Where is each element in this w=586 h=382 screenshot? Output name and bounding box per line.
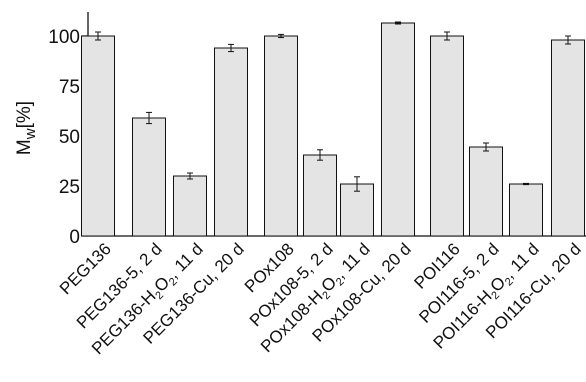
error-bar — [483, 142, 489, 152]
error-bars — [95, 21, 571, 192]
error-bar — [146, 111, 152, 125]
bar — [173, 175, 207, 237]
bar — [132, 117, 166, 237]
bar — [81, 35, 115, 237]
error-bar — [565, 35, 571, 45]
bar — [340, 183, 374, 237]
y-tick-label: 75 — [59, 77, 80, 98]
bar — [303, 154, 337, 237]
bar — [551, 39, 585, 237]
y-axis-label: Mw[%] — [14, 101, 39, 155]
error-bar — [278, 33, 284, 39]
error-bar — [228, 43, 234, 53]
bar — [509, 183, 543, 237]
y-axis-label-unit: [%] — [14, 101, 35, 128]
y-axis-label-main: M — [14, 139, 35, 155]
bars — [81, 22, 585, 237]
error-bar — [95, 31, 101, 41]
bar — [381, 22, 415, 237]
error-bar — [444, 31, 450, 41]
error-bar — [395, 21, 401, 25]
bar — [430, 35, 464, 237]
y-tick-label: 25 — [59, 177, 80, 198]
y-tick-label: 50 — [59, 127, 80, 148]
y-axis-label-subscript: w — [22, 128, 39, 140]
error-bar — [354, 176, 360, 192]
error-bar — [317, 149, 323, 161]
y-tick-label: 100 — [48, 27, 80, 48]
y-tick-label: 0 — [69, 227, 80, 248]
error-bar — [523, 182, 529, 186]
bar — [264, 35, 298, 237]
bar — [214, 47, 248, 237]
bar — [469, 146, 503, 237]
error-bar — [187, 172, 193, 180]
